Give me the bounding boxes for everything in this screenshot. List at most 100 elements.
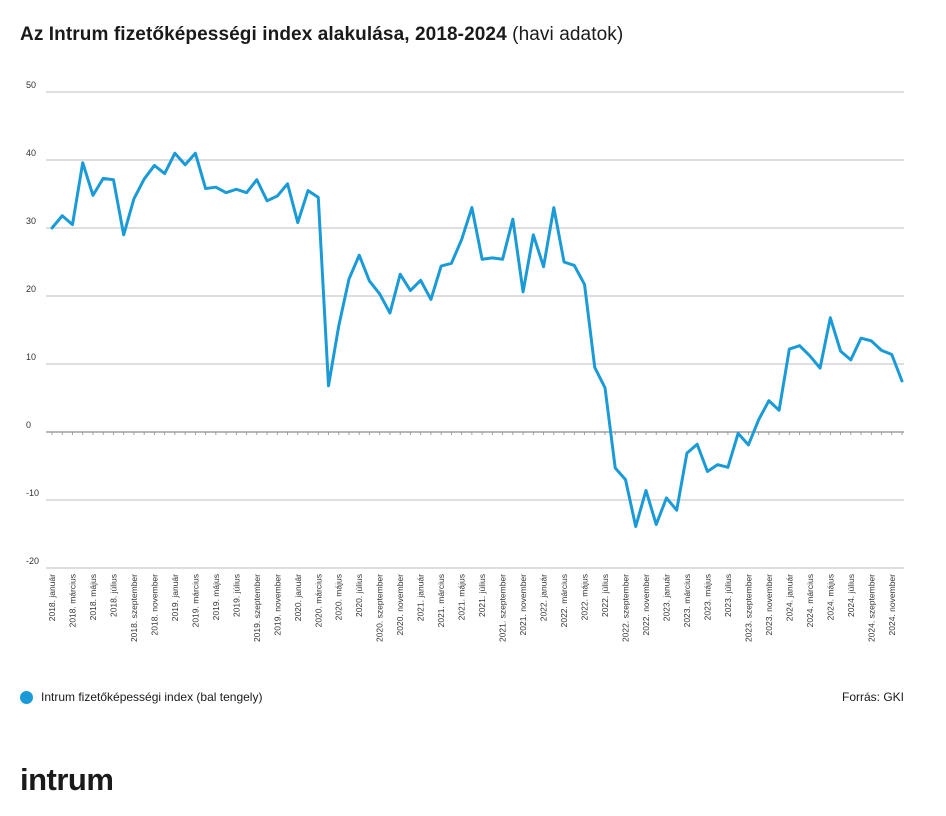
data-point: [429, 298, 432, 301]
data-point: [665, 496, 668, 499]
y-tick-label: 50: [26, 80, 36, 90]
x-tick-label: 2024. március: [805, 574, 815, 627]
x-tick-label: 2020. szeptember: [375, 574, 385, 642]
data-point: [757, 418, 760, 421]
data-point: [194, 152, 197, 155]
y-tick-label: -10: [26, 488, 39, 498]
series-line: [50, 151, 904, 529]
data-point: [644, 489, 647, 492]
data-point: [378, 292, 381, 295]
data-point: [583, 283, 586, 286]
x-tick-label: 2019. szeptember: [252, 574, 262, 642]
y-tick-label: 30: [26, 216, 36, 226]
x-tick-label: 2024. január: [784, 574, 794, 621]
x-tick-label: 2023. szeptember: [743, 574, 753, 642]
data-point: [132, 197, 135, 200]
y-tick-label: 40: [26, 148, 36, 158]
data-point: [481, 258, 484, 261]
x-tick-label: 2019. május: [211, 574, 221, 620]
data-point: [163, 172, 166, 175]
x-tick-label: 2018. május: [88, 574, 98, 620]
data-point: [214, 186, 217, 189]
data-point: [419, 279, 422, 282]
x-tick-label: 2023. január: [661, 574, 671, 621]
data-point: [747, 443, 750, 446]
chart-title: Az Intrum fizetőképességi index alakulás…: [20, 24, 623, 46]
x-tick-label: 2018. március: [67, 574, 77, 627]
legend-marker-icon: [20, 690, 33, 704]
x-tick-label: 2023. március: [682, 574, 692, 627]
data-point: [552, 206, 555, 209]
data-point: [225, 191, 228, 194]
data-point: [409, 289, 412, 292]
data-point: [737, 432, 740, 435]
x-tick-label: 2018. november: [149, 574, 159, 636]
data-point: [604, 386, 607, 389]
data-point: [880, 349, 883, 352]
data-point: [358, 254, 361, 257]
data-point: [573, 264, 576, 267]
x-tick-label: 2020. július: [354, 574, 364, 617]
x-tick-label: 2022. július: [600, 574, 610, 617]
x-tick-label: 2024. szeptember: [866, 574, 876, 642]
data-point: [522, 290, 525, 293]
x-tick-label: 2023. november: [764, 574, 774, 636]
data-point: [235, 188, 238, 191]
x-tick-label: 2022. március: [559, 574, 569, 627]
data-point: [634, 525, 637, 528]
x-tick-label: 2022. január: [539, 574, 549, 621]
data-point: [51, 227, 54, 230]
x-tick-label: 2021. szeptember: [498, 574, 508, 642]
data-point: [808, 354, 811, 357]
x-tick-label: 2023. július: [723, 574, 733, 617]
data-point: [173, 152, 176, 155]
x-tick-label: 2024. május: [825, 574, 835, 620]
data-point: [511, 218, 514, 221]
data-point: [849, 358, 852, 361]
data-point: [286, 182, 289, 185]
data-point: [542, 265, 545, 268]
x-tick-label: 2021. március: [436, 574, 446, 627]
x-tick-label: 2018. január: [47, 574, 57, 621]
line-chart: -20 -10 0 10 20 30 40 50 2018. január 2018. márci…: [26, 80, 904, 642]
data-point: [266, 199, 269, 202]
data-point: [491, 256, 494, 259]
data-point: [440, 265, 443, 268]
x-tick-label: 2020. november: [395, 574, 405, 636]
y-tick-label: -20: [26, 556, 39, 566]
x-tick-label: 2020. május: [334, 574, 344, 620]
data-point: [307, 189, 310, 192]
data-point: [655, 523, 658, 526]
x-tick-label: 2022. szeptember: [620, 574, 630, 642]
data-point: [696, 443, 699, 446]
x-tick-label: 2021. január: [416, 574, 426, 621]
data-point: [112, 178, 115, 181]
data-point: [399, 273, 402, 276]
data-point: [143, 178, 146, 181]
data-point: [798, 344, 801, 347]
data-point: [778, 409, 781, 412]
x-tick-label: 2023. május: [702, 574, 712, 620]
data-point: [337, 324, 340, 327]
legend-label: Intrum fizetőképességi index (bal tengel…: [41, 690, 263, 704]
x-tick-label: 2021. május: [457, 574, 467, 620]
x-tick-label: 2024. július: [846, 574, 856, 617]
data-point: [450, 262, 453, 265]
x-tick-label: 2019. március: [190, 574, 200, 627]
intrum-logo: intrum: [20, 762, 114, 797]
data-point: [61, 214, 64, 217]
data-point: [501, 258, 504, 261]
data-point: [204, 187, 207, 190]
x-tick-label: 2020. január: [293, 574, 303, 621]
data-point: [388, 312, 391, 315]
data-point: [706, 470, 709, 473]
data-point: [317, 196, 320, 199]
data-point: [184, 163, 187, 166]
x-tick-label: 2024. november: [887, 574, 897, 636]
data-point: [624, 478, 627, 481]
data-point: [788, 348, 791, 351]
x-tick-label: 2021. november: [518, 574, 528, 636]
data-point: [593, 366, 596, 369]
data-point: [716, 463, 719, 466]
data-point: [276, 195, 279, 198]
